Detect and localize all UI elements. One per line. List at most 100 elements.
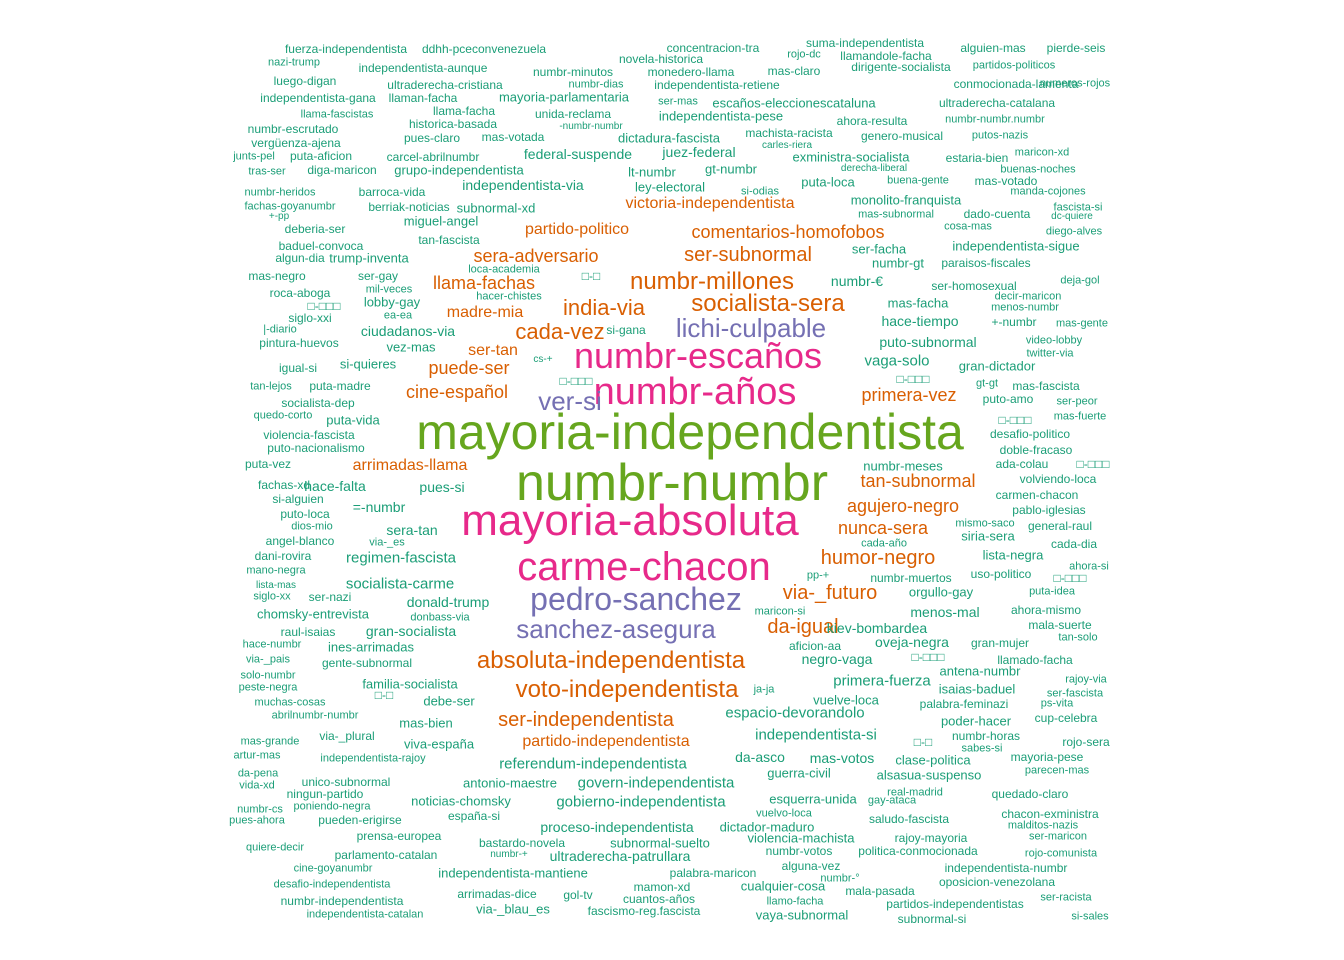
cloud-word: lt-numbr bbox=[628, 164, 676, 180]
cloud-word: artur-mas bbox=[233, 749, 281, 762]
cloud-word: puta-loca bbox=[801, 174, 855, 190]
cloud-word: rajoy-via bbox=[1065, 673, 1107, 686]
cloud-word: india-via bbox=[563, 295, 645, 320]
cloud-word: subnormal-si bbox=[897, 912, 967, 926]
cloud-word: maricon-xd bbox=[1014, 146, 1070, 159]
cloud-word: independentista-rajoy bbox=[320, 752, 426, 765]
cloud-word: baduel-convoca bbox=[278, 239, 364, 253]
cloud-word: independentista-numbr bbox=[944, 861, 1068, 875]
cloud-word: muchas-cosas bbox=[254, 696, 326, 709]
cloud-word: via-_pais bbox=[245, 653, 291, 666]
cloud-word: desafio-independentista bbox=[273, 878, 391, 891]
cloud-word: numbr-independentista bbox=[280, 894, 404, 908]
cloud-word: poniendo-negra bbox=[293, 800, 371, 813]
cloud-word: isaias-baduel bbox=[938, 681, 1016, 697]
cloud-word: alguna-vez bbox=[781, 859, 841, 873]
cloud-word: pp-+ bbox=[806, 569, 830, 582]
cloud-word: socialista-carme bbox=[345, 575, 455, 593]
cloud-word: maricon-si bbox=[754, 605, 806, 618]
cloud-word: monedero-llama bbox=[647, 65, 735, 79]
cloud-word: tras-ser bbox=[248, 165, 286, 178]
cloud-word: miguel-angel bbox=[403, 213, 479, 229]
cloud-word: ser-gay bbox=[357, 269, 399, 283]
cloud-word: -numbr-numbr bbox=[559, 121, 623, 132]
cloud-word: gran-socialista bbox=[365, 623, 457, 639]
cloud-word: mas-subnormal bbox=[858, 208, 934, 221]
cloud-word: federal-suspende bbox=[523, 146, 633, 162]
cloud-word: suma-independentista bbox=[805, 36, 925, 50]
cloud-word: socialista-sera bbox=[691, 290, 845, 317]
cloud-word: tan-solo bbox=[1058, 631, 1098, 644]
cloud-word: numbr-numbr bbox=[515, 454, 829, 512]
cloud-word: cup-celebra bbox=[1034, 711, 1098, 725]
cloud-word: puta-vida bbox=[326, 412, 380, 428]
cloud-word: nunca-sera bbox=[837, 518, 929, 538]
cloud-word: cs-+ bbox=[533, 354, 553, 365]
cloud-word: absoluta-independentista bbox=[476, 647, 746, 674]
cloud-word: puta-madre bbox=[309, 379, 371, 393]
cloud-word: espacio-devorandolo bbox=[725, 704, 865, 722]
cloud-word: decir-maricon bbox=[994, 290, 1062, 303]
cloud-word: unico-subnormal bbox=[301, 775, 391, 789]
cloud-word: si-odias bbox=[741, 185, 779, 198]
cloud-word: numbr-muertos bbox=[870, 571, 952, 585]
cloud-word: voto-independentista bbox=[515, 676, 739, 703]
cloud-word: socialista-dep bbox=[281, 396, 355, 410]
cloud-word: vuelve-loca bbox=[813, 692, 879, 708]
cloud-word: victoria-independentista bbox=[625, 195, 795, 212]
cloud-word: cada-dia bbox=[1050, 537, 1098, 551]
cloud-word: sera-tan bbox=[386, 522, 438, 538]
cloud-word: monolito-franquista bbox=[850, 192, 962, 208]
cloud-word: oposicion-venezolana bbox=[938, 875, 1056, 889]
cloud-word: □-□ bbox=[581, 269, 601, 283]
cloud-word: llama-fachas bbox=[432, 273, 536, 293]
cloud-word: parlamento-catalan bbox=[334, 848, 438, 862]
cloud-word: □-□□□ bbox=[559, 374, 593, 388]
cloud-word: □-□□□ bbox=[896, 372, 930, 386]
cloud-word: ines-arrimadas bbox=[328, 639, 414, 655]
cloud-word: berriak-noticias bbox=[368, 200, 450, 214]
cloud-word: quiere-decir bbox=[245, 841, 305, 854]
cloud-word: numbr-dias bbox=[568, 78, 624, 91]
cloud-word: ser-independentista bbox=[498, 709, 674, 731]
cloud-word: tan-subnormal bbox=[860, 471, 976, 491]
cloud-word: hace-tiempo bbox=[881, 313, 959, 329]
cloud-word: junts-pel bbox=[233, 150, 275, 163]
cloud-word: lista-mas bbox=[255, 580, 297, 591]
cloud-word: mayoria-parlamentaria bbox=[498, 89, 630, 105]
cloud-word: gran-dictador bbox=[958, 358, 1036, 374]
cloud-word: □-□ bbox=[913, 735, 933, 749]
cloud-word: sabes-si bbox=[961, 742, 1003, 755]
cloud-word: ser-homosexual bbox=[931, 279, 1017, 293]
cloud-word: paraisos-fiscales bbox=[941, 256, 1031, 270]
cloud-word: viva-españa bbox=[403, 736, 475, 752]
cloud-word: igual-si bbox=[278, 361, 318, 375]
cloud-word: solo-numbr bbox=[240, 669, 296, 682]
cloud-word: puede-ser bbox=[428, 358, 510, 378]
cloud-word: noticias-chomsky bbox=[411, 793, 511, 809]
cloud-word: ningun-partido bbox=[286, 787, 364, 801]
cloud-word: tan-fascista bbox=[418, 233, 480, 247]
cloud-word: mano-negra bbox=[246, 564, 306, 577]
cloud-word: mas-gente bbox=[1056, 317, 1108, 330]
cloud-word: kiev-bombardea bbox=[826, 620, 928, 636]
cloud-word: cosa-mas bbox=[944, 220, 992, 233]
cloud-word: mismo-saco bbox=[955, 517, 1015, 530]
cloud-word: numbr-+ bbox=[490, 849, 528, 860]
cloud-word: ser-nazi bbox=[308, 590, 352, 604]
cloud-word: hace-numbr bbox=[242, 638, 302, 651]
cloud-word: barroca-vida bbox=[358, 185, 426, 199]
cloud-word: independentista-pese bbox=[658, 108, 784, 124]
cloud-word: vergüenza-ajena bbox=[251, 136, 341, 150]
cloud-word: ser-mas bbox=[658, 95, 698, 108]
cloud-word: volviendo-loca bbox=[1019, 472, 1097, 486]
cloud-word: ahora-si bbox=[1069, 560, 1109, 573]
cloud-word: □-□ bbox=[374, 688, 394, 702]
cloud-word: numbr-meses bbox=[863, 458, 943, 474]
cloud-word: humor-negro bbox=[820, 547, 936, 569]
cloud-word: prensa-europea bbox=[356, 829, 442, 843]
cloud-word: unida-reclama bbox=[534, 107, 612, 121]
cloud-word: arrimadas-dice bbox=[457, 887, 537, 901]
cloud-word: conmocionada-lamenta bbox=[953, 77, 1079, 91]
